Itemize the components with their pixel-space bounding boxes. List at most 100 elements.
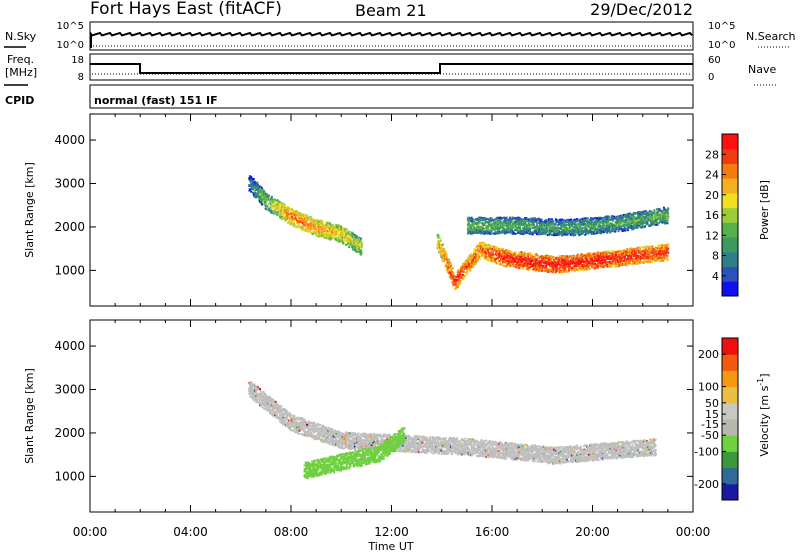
power-cell (476, 224, 479, 227)
power-cell (318, 233, 321, 236)
power-cell (627, 227, 629, 230)
power-cell (461, 269, 464, 272)
power-cell (324, 225, 327, 228)
nsearch-tick-bottom: 10^0 (708, 40, 735, 51)
power-cell (601, 223, 604, 226)
power-cell (553, 232, 556, 234)
power-cell (647, 255, 650, 258)
power-cell (595, 266, 597, 269)
power-cell (605, 256, 608, 258)
power-cell (529, 261, 532, 264)
power-cell (454, 284, 457, 287)
power-cell (606, 265, 609, 268)
power-cell (542, 227, 545, 230)
power-cell (267, 194, 270, 197)
power-cell (606, 260, 609, 263)
power-cell (292, 212, 295, 215)
power-cell (571, 257, 574, 260)
power-cell (567, 263, 570, 265)
power-cell (628, 224, 631, 227)
power-cell (280, 211, 283, 214)
power-cell (660, 259, 663, 262)
power-cell (566, 233, 569, 236)
power-cell (253, 181, 256, 184)
power-cell (576, 227, 579, 230)
power-cell (552, 271, 555, 274)
power-cell (641, 257, 644, 260)
power-cell (552, 256, 555, 259)
power-cell (529, 262, 532, 265)
power-cell (604, 222, 607, 225)
power-cell (624, 257, 627, 260)
power-cell (582, 253, 585, 256)
power-cell (519, 230, 522, 233)
power-cell (280, 201, 283, 204)
power-cell (250, 186, 253, 189)
power-cell (502, 248, 504, 251)
cpid-label: CPID (5, 94, 34, 107)
power-cell (329, 237, 332, 239)
power-cell (460, 274, 463, 277)
power-cell (468, 223, 471, 225)
power-cell (606, 215, 609, 218)
power-cell (494, 223, 497, 226)
power-cell (563, 223, 565, 226)
power-cell (544, 227, 547, 230)
power-cell (316, 230, 319, 233)
power-cell (446, 260, 449, 262)
power-cell (601, 219, 604, 222)
power-cell (294, 215, 297, 218)
power-cell (620, 222, 623, 225)
power-cell (464, 261, 467, 264)
power-cell (550, 233, 553, 236)
power-cell (466, 272, 469, 275)
power-cell (565, 261, 568, 264)
power-cell (585, 266, 587, 269)
power-cell (317, 231, 320, 234)
power-cell (588, 225, 591, 228)
power-cell (537, 268, 540, 271)
power-cell (481, 244, 484, 247)
power-cell (606, 230, 609, 232)
power-cell (481, 245, 484, 248)
power-cell (515, 259, 518, 262)
power-cell (338, 234, 341, 237)
power-cell (657, 259, 660, 262)
power-cell (560, 261, 563, 264)
power-cell (615, 220, 618, 223)
power-cell (577, 219, 580, 222)
power-cell (552, 261, 555, 264)
power-cell (633, 258, 636, 261)
power-cell (582, 217, 585, 220)
power-cell (578, 226, 581, 229)
power-cell (493, 218, 496, 221)
power-cell (617, 262, 619, 265)
power-cell (588, 263, 591, 266)
power-cell (661, 250, 663, 253)
power-cell (639, 246, 641, 249)
power-cell (634, 248, 637, 251)
power-cell (594, 263, 597, 265)
power-cell (573, 226, 576, 229)
power-cell (439, 244, 442, 247)
power-cell (541, 269, 543, 272)
power-cell (519, 251, 522, 254)
power-cell (449, 262, 452, 265)
power-cell (588, 222, 591, 225)
power-cell (307, 216, 310, 219)
power-cell (556, 258, 559, 261)
power-cell (615, 254, 618, 257)
power-cell (574, 234, 577, 236)
power-cell (659, 248, 662, 250)
power-cell (615, 217, 618, 220)
power-cell (480, 255, 483, 258)
power-cell (625, 227, 628, 230)
power-cell (529, 252, 532, 255)
power-cell (524, 258, 526, 261)
power-cell (530, 218, 533, 221)
power-cell (530, 255, 533, 258)
power-cell (603, 264, 606, 267)
power-cell (634, 253, 637, 256)
power-cell (471, 229, 474, 232)
power-cell (499, 219, 502, 222)
